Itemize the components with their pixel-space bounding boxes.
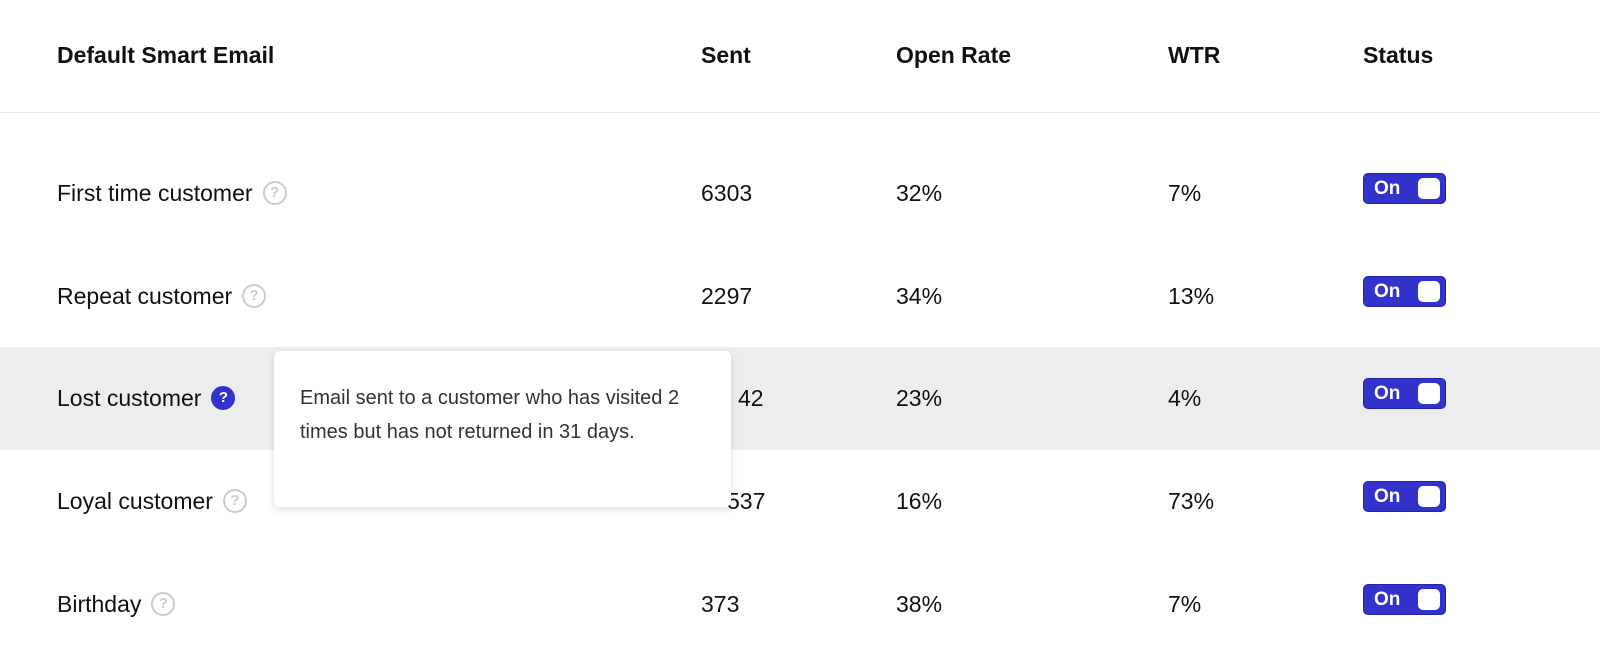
header-name: Default Smart Email	[57, 42, 275, 68]
open-rate-value: 32%	[896, 180, 943, 206]
sent-value: 537	[727, 488, 766, 514]
toggle-knob	[1418, 281, 1440, 302]
toggle-label: On	[1374, 280, 1401, 302]
email-name-cell: Birthday?	[57, 589, 176, 619]
table-header: Default Smart Email Sent Open Rate WTR S…	[0, 0, 1600, 113]
help-icon[interactable]: ?	[222, 489, 247, 513]
tooltip: Email sent to a customer who has visited…	[274, 351, 731, 507]
toggle-label: On	[1374, 177, 1401, 199]
toggle-label: On	[1374, 485, 1401, 507]
header-sent: Sent	[701, 42, 751, 68]
email-name: Repeat customer	[57, 283, 233, 309]
email-name-cell: First time customer?	[57, 178, 287, 208]
header-status: Status	[1363, 42, 1434, 68]
wtr-value: 7%	[1168, 180, 1202, 206]
status-toggle[interactable]: On	[1363, 378, 1446, 409]
email-name: Birthday	[57, 591, 142, 617]
table-row: Repeat customer? 2297 34% 13% On	[0, 245, 1600, 348]
header-open-rate: Open Rate	[896, 42, 1012, 68]
open-rate-value: 38%	[896, 591, 943, 617]
wtr-value: 13%	[1168, 283, 1215, 309]
email-name-cell: Loyal customer?	[57, 486, 247, 516]
header-wtr: WTR	[1168, 42, 1221, 68]
help-icon[interactable]: ?	[211, 386, 236, 410]
sent-value: 42	[738, 385, 764, 411]
table-row: Loyal customer? 537 16% 73% On	[0, 450, 1600, 553]
table-row: First time customer? 6303 32% 7% On	[0, 142, 1600, 245]
email-name-cell: Lost customer?	[57, 383, 236, 413]
open-rate-value: 34%	[896, 283, 943, 309]
toggle-knob	[1418, 486, 1440, 507]
wtr-value: 4%	[1168, 385, 1202, 411]
open-rate-value: 23%	[896, 385, 943, 411]
help-icon[interactable]: ?	[262, 181, 287, 205]
sent-value: 6303	[701, 180, 753, 206]
email-name-cell: Repeat customer?	[57, 281, 267, 311]
help-icon[interactable]: ?	[242, 284, 267, 308]
table-row: Lost customer? 42 23% 4% On	[0, 347, 1600, 450]
status-toggle[interactable]: On	[1363, 481, 1446, 512]
sent-value: 2297	[701, 283, 753, 309]
help-icon[interactable]: ?	[151, 592, 176, 616]
open-rate-value: 16%	[896, 488, 943, 514]
email-name: Loyal customer	[57, 488, 213, 514]
toggle-label: On	[1374, 588, 1401, 610]
status-toggle[interactable]: On	[1363, 584, 1446, 615]
toggle-knob	[1418, 589, 1440, 610]
toggle-label: On	[1374, 382, 1401, 404]
toggle-knob	[1418, 383, 1440, 404]
email-name: First time customer	[57, 180, 253, 206]
sent-value: 373	[701, 591, 740, 617]
wtr-value: 7%	[1168, 591, 1202, 617]
email-name: Lost customer	[57, 385, 202, 411]
wtr-value: 73%	[1168, 488, 1215, 514]
table-row: Birthday? 373 38% 7% On	[0, 553, 1600, 656]
status-toggle[interactable]: On	[1363, 276, 1446, 307]
status-toggle[interactable]: On	[1363, 173, 1446, 204]
toggle-knob	[1418, 178, 1440, 199]
